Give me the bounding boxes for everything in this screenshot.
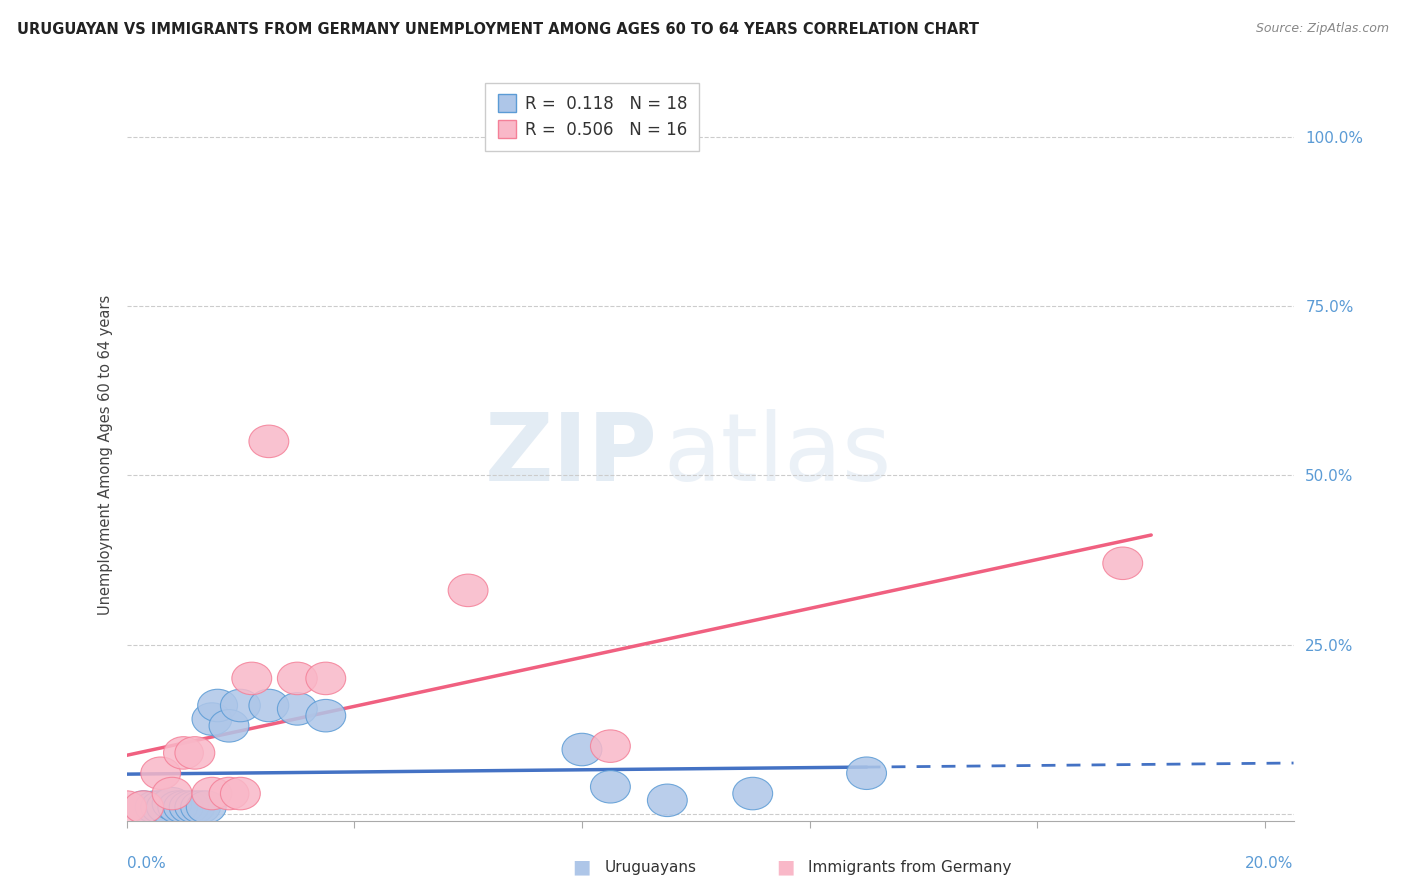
Text: Uruguayans: Uruguayans [605, 860, 696, 874]
Text: Immigrants from Germany: Immigrants from Germany [808, 860, 1012, 874]
Text: Source: ZipAtlas.com: Source: ZipAtlas.com [1256, 22, 1389, 36]
Y-axis label: Unemployment Among Ages 60 to 64 years: Unemployment Among Ages 60 to 64 years [98, 294, 114, 615]
Text: ■: ■ [572, 857, 591, 877]
Text: 0.0%: 0.0% [127, 855, 166, 871]
Text: 20.0%: 20.0% [1246, 855, 1294, 871]
Text: ■: ■ [776, 857, 794, 877]
Legend: R =  0.118   N = 18, R =  0.506   N = 16: R = 0.118 N = 18, R = 0.506 N = 16 [485, 83, 699, 151]
Text: atlas: atlas [664, 409, 891, 501]
Text: ZIP: ZIP [485, 409, 658, 501]
Text: URUGUAYAN VS IMMIGRANTS FROM GERMANY UNEMPLOYMENT AMONG AGES 60 TO 64 YEARS CORR: URUGUAYAN VS IMMIGRANTS FROM GERMANY UNE… [17, 22, 979, 37]
